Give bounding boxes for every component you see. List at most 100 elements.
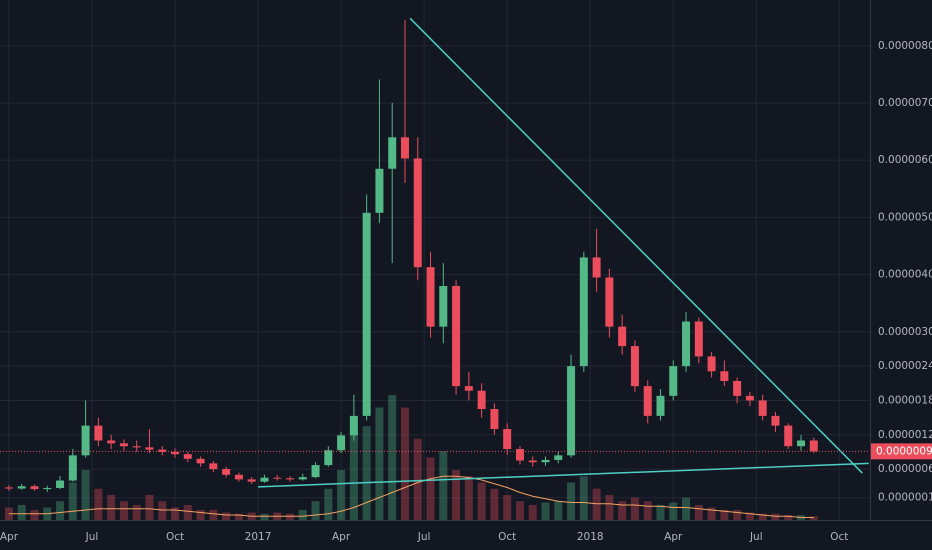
volume-bar	[17, 505, 26, 520]
volume-bar	[171, 507, 180, 520]
candle-body	[439, 286, 448, 327]
candle-body	[171, 451, 180, 455]
candle-body	[579, 257, 588, 367]
last-price-box	[871, 443, 932, 460]
volume-bar	[643, 501, 652, 520]
candle-body	[145, 447, 154, 450]
candle-body	[17, 486, 26, 489]
candle-body	[30, 486, 39, 490]
x-tick-label: Jul	[417, 531, 431, 543]
candle-body	[643, 386, 652, 416]
volume-bar	[119, 501, 128, 520]
volume-bar	[349, 432, 358, 520]
candle-body	[745, 395, 754, 401]
candle-body	[311, 465, 320, 478]
x-tick-label: Apr	[332, 531, 351, 543]
volume-bar	[94, 488, 103, 520]
x-tick-label: Apr	[0, 531, 19, 543]
volume-bar	[694, 505, 703, 520]
volume-bar	[490, 488, 499, 520]
volume-bar	[656, 505, 665, 520]
candle-body	[669, 366, 678, 396]
volume-bar	[311, 501, 320, 520]
volume-bar	[68, 482, 77, 520]
candle-body	[94, 425, 103, 441]
volume-bar	[579, 476, 588, 520]
volume-bar	[183, 505, 192, 520]
volume-bar	[720, 510, 729, 520]
volume-bar	[145, 495, 154, 520]
candle-body	[630, 346, 639, 387]
volume-bar	[158, 501, 167, 520]
candle-body	[209, 463, 218, 470]
volume-bar	[388, 395, 397, 520]
volume-bar	[337, 470, 346, 520]
candle-body	[158, 449, 167, 452]
x-tick-label: Oct	[498, 531, 516, 543]
volume-bar	[30, 510, 39, 520]
x-tick-label: Jul	[85, 531, 99, 543]
candle-body	[477, 390, 486, 410]
volume-bar	[605, 495, 614, 520]
trend-line	[409, 17, 863, 474]
candle-body	[375, 168, 384, 213]
volume-bar	[400, 407, 409, 520]
candle-body	[362, 212, 371, 416]
candle-body	[464, 386, 473, 391]
volume-bar	[554, 501, 563, 520]
candle-body	[554, 455, 563, 460]
candle-body	[528, 460, 537, 463]
volume-bar	[567, 482, 576, 520]
volume-bar	[503, 495, 512, 520]
volume-bar	[758, 513, 767, 520]
trend-line	[258, 462, 869, 488]
candle-body	[541, 459, 550, 463]
volume-bar	[452, 470, 461, 520]
candle-body	[490, 409, 499, 430]
volume-bar	[298, 510, 307, 520]
candle-body	[337, 435, 346, 451]
candle-body	[413, 158, 422, 268]
volume-bar	[733, 510, 742, 520]
volume-bar	[682, 497, 691, 520]
candle-body	[758, 400, 767, 416]
volume-bar	[669, 502, 678, 520]
candle-body	[273, 477, 282, 479]
x-tick-label: Oct	[830, 531, 848, 543]
volume-bar	[362, 426, 371, 520]
volume-bar	[196, 510, 205, 520]
volume-bar	[56, 501, 65, 520]
candle-body	[349, 415, 358, 436]
candle-body	[260, 477, 269, 482]
candle-body	[222, 469, 231, 475]
candle-body	[298, 477, 307, 480]
x-tick-label: Jul	[749, 531, 763, 543]
candle-body	[426, 267, 435, 327]
volume-bar	[132, 505, 141, 520]
volume-bar	[222, 512, 231, 520]
candle-body	[43, 487, 52, 490]
x-tick-label: 2018	[577, 531, 604, 543]
candle-body	[4, 487, 13, 489]
candle-body	[183, 454, 192, 459]
volume-bar	[592, 488, 601, 520]
volume-bar	[541, 502, 550, 520]
volume-bar	[234, 513, 243, 520]
volume-bar	[477, 482, 486, 520]
candle-body	[656, 395, 665, 416]
volume-bar	[618, 501, 627, 520]
candle-body	[286, 478, 294, 480]
volume-bar	[809, 516, 818, 520]
candle-body	[733, 380, 742, 396]
candle-body	[809, 440, 818, 452]
candle-body	[605, 277, 614, 327]
volume-bar	[439, 451, 448, 520]
